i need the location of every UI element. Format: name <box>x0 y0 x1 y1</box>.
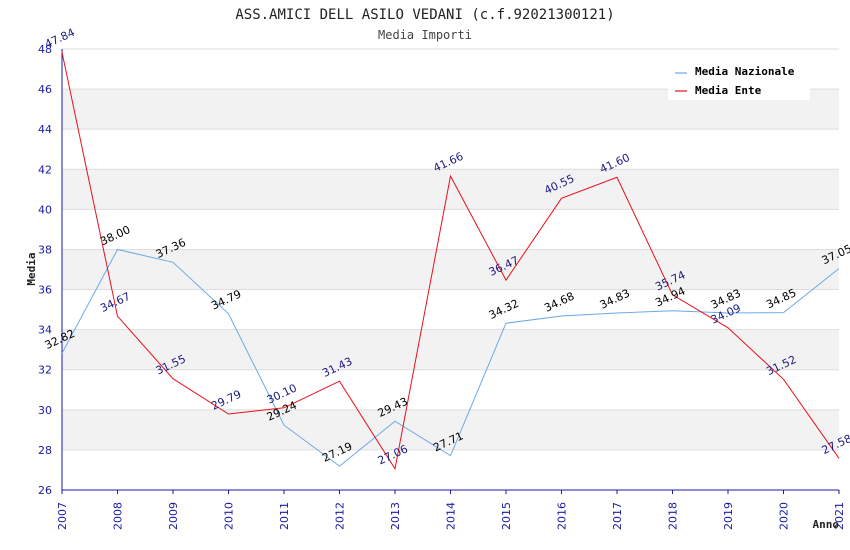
x-tick-label: 2012 <box>334 502 347 530</box>
x-tick-label: 2009 <box>167 502 180 530</box>
y-axis-label: Media <box>25 252 38 285</box>
y-tick-label: 30 <box>38 404 52 417</box>
y-tick-label: 48 <box>38 43 52 56</box>
y-tick-label: 36 <box>38 284 52 297</box>
grid-band <box>62 409 839 450</box>
series-line-ente <box>61 52 840 471</box>
data-label: 34.79 <box>209 287 243 312</box>
x-tick-label: 2011 <box>278 502 291 530</box>
x-tick-label: 2010 <box>223 502 236 530</box>
data-label: 34.68 <box>542 290 576 315</box>
y-tick-label: 44 <box>38 123 52 136</box>
y-tick-label: 28 <box>38 444 52 457</box>
series-line-nazionale <box>61 248 840 467</box>
x-tick-label: 2020 <box>778 502 791 530</box>
x-tick-label: 2014 <box>445 502 458 530</box>
y-tick-label: 26 <box>38 484 52 497</box>
x-tick-label: 2021 <box>833 502 846 530</box>
data-label: 29.79 <box>209 388 243 413</box>
legend-box <box>668 58 810 100</box>
legend-label-nazionale: Media Nazionale <box>695 65 795 78</box>
y-tick-label: 32 <box>38 364 52 377</box>
data-label: 34.83 <box>598 287 632 312</box>
data-label: 34.32 <box>487 297 521 322</box>
grid-bands <box>62 89 839 450</box>
x-axis: 2007 2008 2009 2010 2011 2012 2013 2014 2015 2016… <box>56 489 846 530</box>
x-tick-label: 2018 <box>667 502 680 530</box>
y-tick-label: 42 <box>38 163 52 176</box>
y-axis: 26 28 30 32 34 36 38 40 42 44 46 48 <box>38 43 63 497</box>
series-lines <box>61 52 840 471</box>
data-label: 34.67 <box>98 290 132 315</box>
x-tick-label: 2016 <box>556 502 569 530</box>
y-tick-label: 46 <box>38 83 52 96</box>
legend: Media Nazionale Media Ente <box>668 58 810 100</box>
legend-label-ente: Media Ente <box>695 84 762 97</box>
y-tick-label: 34 <box>38 324 52 337</box>
x-tick-label: 2013 <box>389 502 402 530</box>
x-tick-label: 2007 <box>56 502 69 530</box>
grid-band <box>62 329 839 370</box>
y-tick-label: 40 <box>38 203 52 216</box>
x-tick-label: 2015 <box>500 502 513 530</box>
x-tick-label: 2019 <box>722 502 735 530</box>
x-tick-label: 2017 <box>611 502 624 530</box>
data-label: 38.00 <box>98 223 132 248</box>
chart-subtitle: Media Importi <box>378 28 472 42</box>
data-label: 47.84 <box>43 26 77 51</box>
x-tick-label: 2008 <box>112 502 125 530</box>
grid-band <box>62 249 839 290</box>
y-tick-label: 38 <box>38 243 52 256</box>
x-axis-label: Anno <box>813 518 840 531</box>
chart-title: ASS.AMICI DELL ASILO VEDANI (c.f.9202130… <box>235 7 614 23</box>
